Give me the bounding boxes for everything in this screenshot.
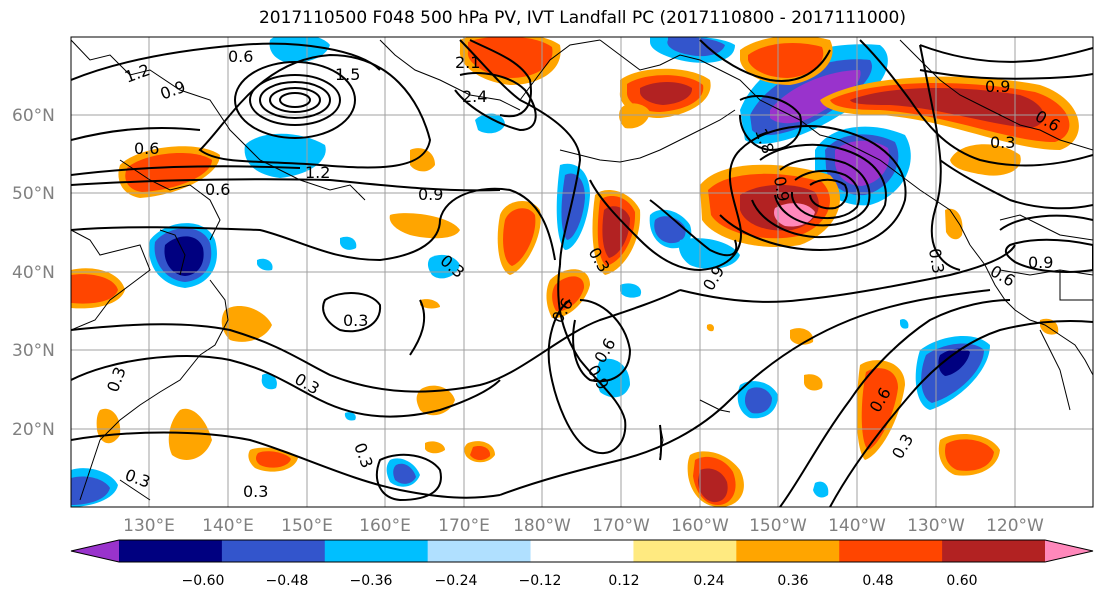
lon-label: 130°W (907, 516, 965, 536)
lat-label: 30°N (12, 341, 55, 361)
lat-label: 60°N (12, 106, 55, 126)
colorbar-segment (221, 540, 326, 562)
contour-label: 1.2 (305, 163, 330, 182)
pv-shading (71, 37, 1079, 507)
lon-label: 140°W (828, 516, 886, 536)
colorbar-tick-label: 0.12 (608, 573, 639, 589)
contour-label: 0.3 (343, 311, 368, 330)
colorbar-segment (530, 540, 634, 562)
contour-label: 0.6 (205, 180, 230, 199)
colorbar-segment (942, 540, 1046, 562)
colorbar-tick-label: −0.24 (435, 573, 478, 589)
contour-label: 0.9 (985, 77, 1010, 96)
colorbar-segment (324, 540, 429, 562)
lon-label: 170°E (438, 516, 490, 536)
colorbar-tick-label: 0.48 (862, 573, 893, 589)
contour-label: 0.3 (243, 482, 268, 501)
colorbar-tick-label: −0.60 (182, 573, 225, 589)
colorbar-tick-label: 0.60 (946, 573, 977, 589)
colorbar-tick-label: −0.36 (350, 573, 393, 589)
contour-label: 0.6 (228, 47, 253, 66)
colorbar-tick-label: 0.36 (777, 573, 808, 589)
colorbar-segment (119, 540, 223, 562)
lon-label: 160°W (671, 516, 729, 536)
latitude-labels: 60°N 50°N 40°N 30°N 20°N (12, 106, 55, 440)
lat-label: 20°N (12, 420, 55, 440)
colorbar-ticks: −0.60 −0.48 −0.36 −0.24 −0.12 0.12 0.24 … (182, 573, 978, 589)
contour-label: 0.9 (770, 175, 793, 203)
colorbar-outline (70, 539, 1094, 563)
colorbar-tick-label: 0.24 (693, 573, 724, 589)
map-panel: 0.6 1.2 0.9 1.5 2.1 2.4 0.6 0.6 1.2 0.9 … (71, 37, 1093, 507)
colorbar-segment (839, 540, 943, 562)
lon-label: 180°W (513, 516, 571, 536)
colorbar-extend-high (1045, 540, 1093, 562)
colorbar (70, 539, 1094, 563)
contour-label: 0.6 (134, 139, 159, 158)
map-title: 2017110500 F048 500 hPa PV, IVT Landfall… (258, 8, 906, 28)
graticule (71, 37, 1093, 507)
lat-label: 50°N (12, 184, 55, 204)
lon-label: 160°E (359, 516, 411, 536)
lat-label: 40°N (12, 263, 55, 283)
colorbar-tick-label: −0.48 (266, 573, 309, 589)
longitude-labels: 130°E 140°E 150°E 160°E 170°E 180°W 170°… (123, 516, 1044, 536)
pv-contours (71, 39, 1093, 507)
lon-label: 170°W (592, 516, 650, 536)
colorbar-segment (736, 540, 840, 562)
lon-label: 120°W (986, 516, 1044, 536)
colorbar-segment (427, 540, 532, 562)
lon-label: 130°E (123, 516, 175, 536)
contour-label: 0.3 (990, 133, 1015, 152)
lon-label: 140°E (202, 516, 254, 536)
contour-label: 1.5 (335, 65, 360, 84)
lon-label: 150°E (281, 516, 333, 536)
contour-label: 2.1 (455, 53, 480, 72)
contour-label: 0.3 (925, 247, 948, 275)
map-frame (70, 36, 1094, 508)
colorbar-segment (633, 540, 737, 562)
contour-label: 0.9 (1028, 253, 1053, 272)
colorbar-extend-low (71, 540, 119, 562)
contour-label: 2.4 (462, 87, 487, 106)
lon-label: 150°W (749, 516, 807, 536)
colorbar-tick-label: −0.12 (519, 573, 562, 589)
contour-label: 0.9 (418, 185, 443, 204)
coastlines (71, 39, 1093, 501)
